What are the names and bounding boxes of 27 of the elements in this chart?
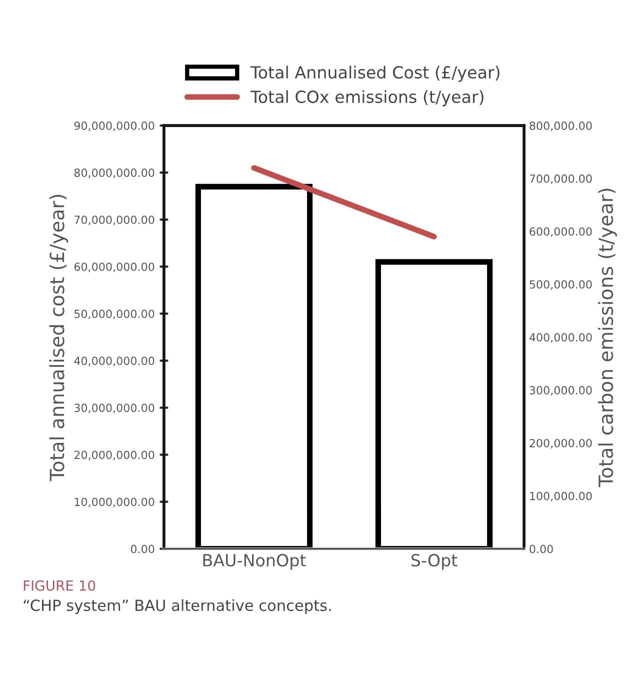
legend-label: Total Annualised Cost (£/year) — [250, 66, 500, 82]
y-tick-label: 70,000,000.00 — [74, 216, 154, 226]
y-tick-label: 90,000,000.00 — [74, 122, 154, 132]
text: “CHP system” BAU alternative concepts. — [24, 599, 331, 614]
y-tick-label: 10,000,000.00 — [74, 498, 154, 508]
y-tick-label: 60,000,000.00 — [74, 262, 154, 272]
y-axis-title: Total annualised cost (£/year) — [49, 194, 68, 482]
y-tick-label: 0.00 — [130, 544, 154, 554]
legend-label: Total COx emissions (t/year) — [250, 90, 484, 106]
y-tick-label: 40,000,000.00 — [74, 356, 154, 366]
y-tick-label: 50,000,000.00 — [74, 310, 154, 320]
y2-axis-title: Total carbon emissions (t/year) — [598, 188, 617, 488]
y-tick-label: 80,000,000.00 — [74, 168, 154, 178]
y2-tick-label: 800,000.00 — [530, 122, 592, 132]
caption: FIGURE 10 — [24, 580, 96, 591]
y2-tick-label: 700,000.00 — [530, 174, 592, 184]
y2-tick-label: 200,000.00 — [530, 438, 592, 448]
y2-tick-label: 100,000.00 — [530, 492, 592, 502]
y-tick-label: 30,000,000.00 — [74, 404, 154, 414]
y2-tick-label: 400,000.00 — [529, 333, 592, 343]
y2-tick-label: 300,000.00 — [530, 386, 592, 396]
x-tick-label: S-Opt — [411, 554, 458, 570]
x-tick-label: BAU-NonOpt — [203, 554, 306, 570]
y2-tick-label: 500,000.00 — [530, 280, 592, 290]
y-tick-label: 20,000,000.00 — [74, 450, 154, 460]
y2-tick-label: 0.00 — [530, 544, 553, 554]
y2-tick-label: 600,000.00 — [530, 227, 592, 237]
